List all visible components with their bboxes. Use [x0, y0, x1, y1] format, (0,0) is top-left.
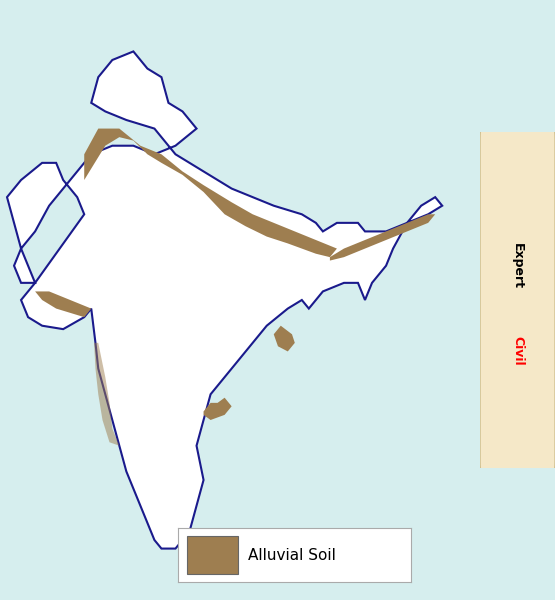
Polygon shape: [204, 398, 231, 420]
Polygon shape: [84, 128, 337, 257]
Polygon shape: [330, 214, 435, 260]
Text: Alluvial Soil: Alluvial Soil: [248, 547, 335, 563]
Polygon shape: [35, 292, 91, 317]
Text: Civil: Civil: [511, 335, 524, 365]
Bar: [187, 536, 238, 574]
Polygon shape: [94, 343, 119, 446]
Polygon shape: [7, 52, 442, 548]
Text: Expert: Expert: [511, 244, 524, 289]
FancyBboxPatch shape: [480, 122, 555, 478]
Polygon shape: [274, 326, 295, 352]
